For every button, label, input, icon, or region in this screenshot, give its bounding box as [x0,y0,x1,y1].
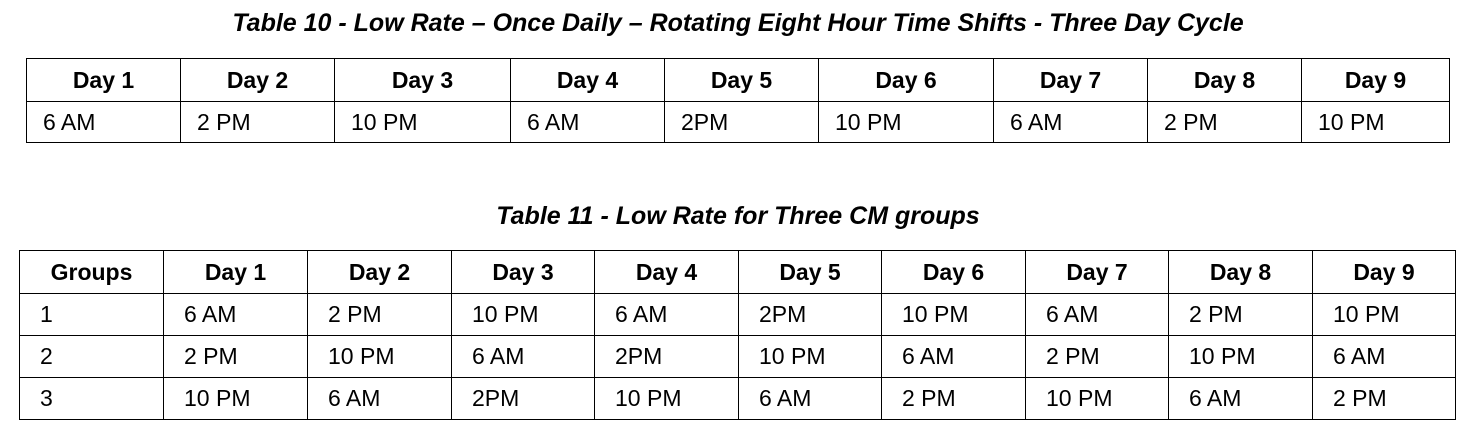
table-10: Day 1 Day 2 Day 3 Day 4 Day 5 Day 6 Day … [26,58,1450,143]
table-10-cell: 2 PM [180,101,335,143]
table-10-header-cell: Day 4 [510,58,665,102]
table-11-cell: 10 PM [451,293,595,336]
table-10-cell: 2 PM [1147,101,1302,143]
table-10-header-cell: Day 5 [664,58,819,102]
table-10-header-row: Day 1 Day 2 Day 3 Day 4 Day 5 Day 6 Day … [26,58,1450,102]
table-10-cell: 6 AM [510,101,665,143]
table-11-cell: 10 PM [881,293,1026,336]
table-10-header-cell: Day 8 [1147,58,1302,102]
table-11-cell: 6 AM [1025,293,1169,336]
table-11-cell: 6 AM [307,377,452,420]
table-11-cell: 10 PM [1312,293,1456,336]
table-11-cell: 10 PM [1168,335,1313,378]
table-11-cell: 10 PM [738,335,882,378]
table-11-header-cell: Day 8 [1168,250,1313,294]
table-11-header-cell: Day 1 [163,250,308,294]
table-11-header-row: Groups Day 1 Day 2 Day 3 Day 4 Day 5 Day… [19,250,1456,294]
table-11-cell: 10 PM [1025,377,1169,420]
table-row: 2 2 PM 10 PM 6 AM 2PM 10 PM 6 AM 2 PM 10… [19,335,1456,378]
table-11-cell: 6 AM [881,335,1026,378]
table-10-header-cell: Day 6 [818,58,994,102]
table-10-cell: 6 AM [993,101,1148,143]
table-11-cell: 2 PM [1312,377,1456,420]
table-10-cell: 10 PM [818,101,994,143]
table-10-caption: Table 10 - Low Rate – Once Daily – Rotat… [232,9,1244,37]
table-11-header-cell: Groups [19,250,164,294]
table-11: Groups Day 1 Day 2 Day 3 Day 4 Day 5 Day… [19,250,1456,420]
table-11-cell: 6 AM [594,293,739,336]
table-11-cell: 3 [19,377,164,420]
table-11-header-cell: Day 4 [594,250,739,294]
table-11-cell: 2PM [451,377,595,420]
table-11-cell: 6 AM [738,377,882,420]
table-11-caption: Table 11 - Low Rate for Three CM groups [496,202,980,230]
table-11-cell: 2PM [738,293,882,336]
table-11-cell: 2 PM [163,335,308,378]
table-11-cell: 6 AM [163,293,308,336]
table-11-cell: 2PM [594,335,739,378]
table-11-header-cell: Day 9 [1312,250,1456,294]
table-10-header-cell: Day 1 [26,58,181,102]
table-11-cell: 6 AM [1168,377,1313,420]
table-11-cell: 10 PM [307,335,452,378]
table-row: 1 6 AM 2 PM 10 PM 6 AM 2PM 10 PM 6 AM 2 … [19,293,1456,336]
table-11-header-cell: Day 7 [1025,250,1169,294]
table-11-cell: 2 PM [881,377,1026,420]
table-11-cell: 6 AM [451,335,595,378]
table-11-header-cell: Day 2 [307,250,452,294]
table-11-cell: 2 PM [1025,335,1169,378]
table-row: 3 10 PM 6 AM 2PM 10 PM 6 AM 2 PM 10 PM 6… [19,377,1456,420]
table-11-header-cell: Day 5 [738,250,882,294]
table-10-header-cell: Day 9 [1301,58,1450,102]
table-10-cell: 2PM [664,101,819,143]
table-11-cell: 10 PM [163,377,308,420]
table-11-cell: 1 [19,293,164,336]
table-10-header-cell: Day 3 [334,58,511,102]
table-11-header-cell: Day 3 [451,250,595,294]
table-10-cell: 10 PM [1301,101,1450,143]
table-10-header-cell: Day 7 [993,58,1148,102]
table-11-header-cell: Day 6 [881,250,1026,294]
table-11-cell: 2 [19,335,164,378]
table-10-header-cell: Day 2 [180,58,335,102]
table-10-cell: 10 PM [334,101,511,143]
table-10-cell: 6 AM [26,101,181,143]
table-11-cell: 6 AM [1312,335,1456,378]
table-11-cell: 10 PM [594,377,739,420]
table-row: 6 AM 2 PM 10 PM 6 AM 2PM 10 PM 6 AM 2 PM… [26,101,1450,143]
table-11-cell: 2 PM [307,293,452,336]
table-11-cell: 2 PM [1168,293,1313,336]
